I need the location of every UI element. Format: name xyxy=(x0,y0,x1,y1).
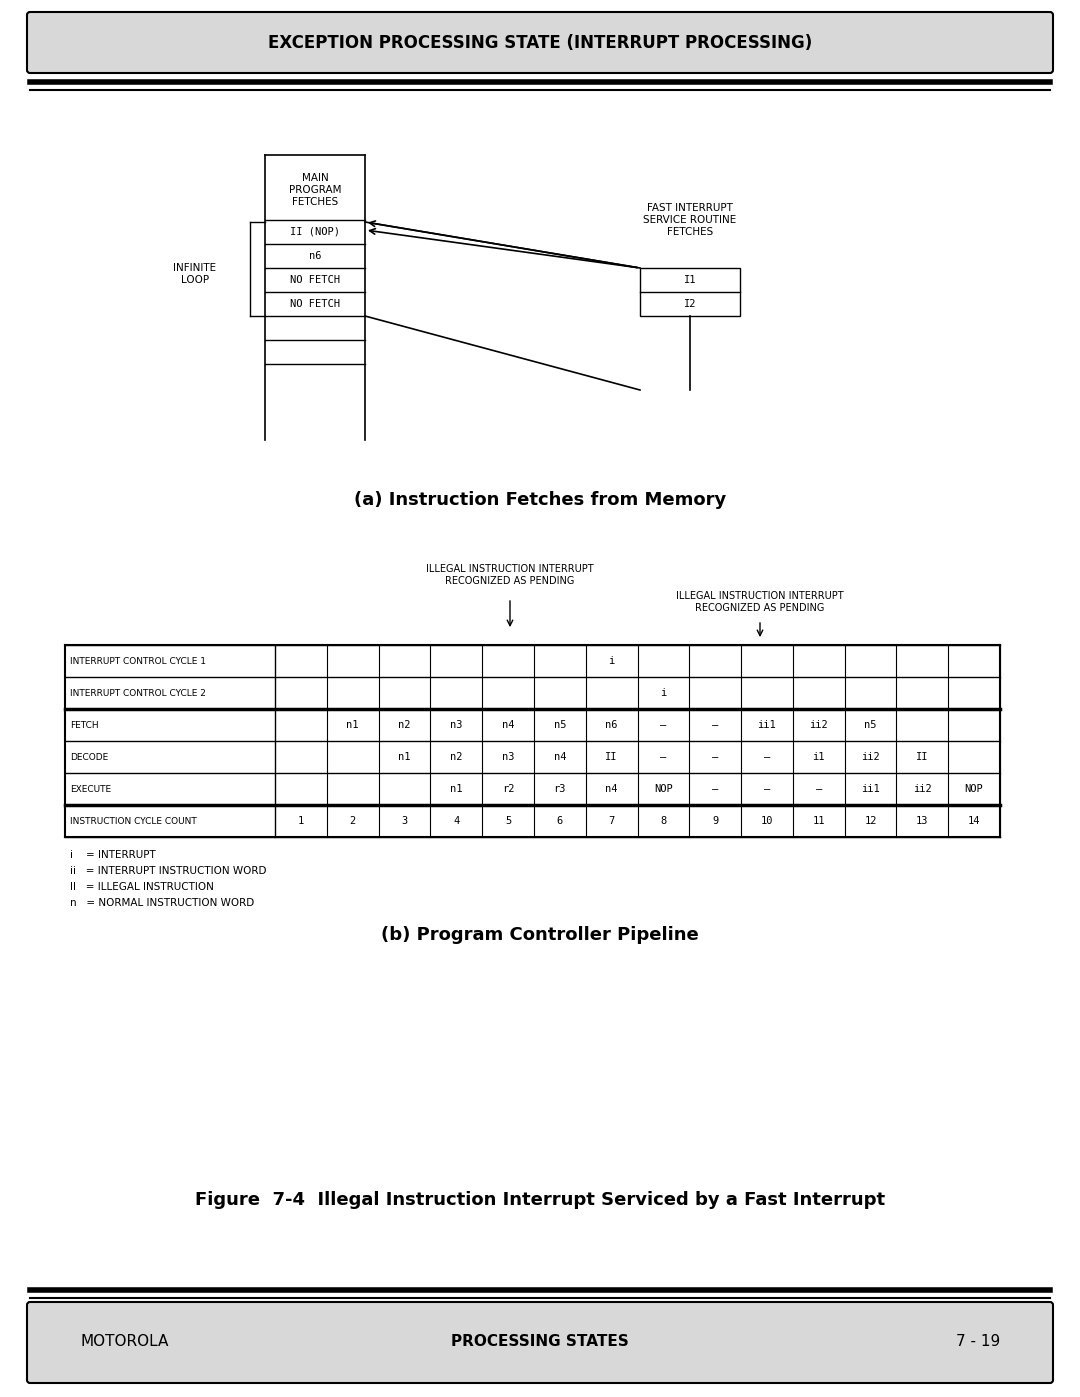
Text: 7: 7 xyxy=(608,816,615,826)
Text: 14: 14 xyxy=(968,816,981,826)
Text: n4: n4 xyxy=(502,719,514,731)
Text: 9: 9 xyxy=(712,816,718,826)
Text: 6: 6 xyxy=(556,816,563,826)
Text: INSTRUCTION CYCLE COUNT: INSTRUCTION CYCLE COUNT xyxy=(70,816,197,826)
Text: FETCH: FETCH xyxy=(70,721,98,729)
Text: —: — xyxy=(712,752,718,761)
Text: ii2: ii2 xyxy=(913,784,932,793)
Text: n3: n3 xyxy=(450,719,462,731)
Text: ii   = INTERRUPT INSTRUCTION WORD: ii = INTERRUPT INSTRUCTION WORD xyxy=(70,866,267,876)
Text: n2: n2 xyxy=(450,752,462,761)
Text: FAST INTERRUPT
SERVICE ROUTINE
FETCHES: FAST INTERRUPT SERVICE ROUTINE FETCHES xyxy=(644,204,737,236)
Text: i    = INTERRUPT: i = INTERRUPT xyxy=(70,849,156,861)
Text: I2: I2 xyxy=(684,299,697,309)
Text: ii2: ii2 xyxy=(809,719,828,731)
Text: 12: 12 xyxy=(864,816,877,826)
Text: i: i xyxy=(660,687,666,698)
Text: EXECUTE: EXECUTE xyxy=(70,785,111,793)
Text: INTERRUPT CONTROL CYCLE 1: INTERRUPT CONTROL CYCLE 1 xyxy=(70,657,206,665)
Text: 11: 11 xyxy=(812,816,825,826)
Text: DECODE: DECODE xyxy=(70,753,108,761)
Text: II (NOP): II (NOP) xyxy=(291,226,340,237)
Text: ii1: ii1 xyxy=(861,784,880,793)
Text: PROCESSING STATES: PROCESSING STATES xyxy=(451,1334,629,1350)
Text: EXCEPTION PROCESSING STATE (INTERRUPT PROCESSING): EXCEPTION PROCESSING STATE (INTERRUPT PR… xyxy=(268,34,812,52)
Text: MAIN
PROGRAM
FETCHES: MAIN PROGRAM FETCHES xyxy=(288,173,341,207)
Text: NOP: NOP xyxy=(654,784,673,793)
Text: Figure  7-4  Illegal Instruction Interrupt Serviced by a Fast Interrupt: Figure 7-4 Illegal Instruction Interrupt… xyxy=(194,1192,886,1208)
Text: n4: n4 xyxy=(554,752,566,761)
Text: 1: 1 xyxy=(298,816,303,826)
Text: —: — xyxy=(712,784,718,793)
Text: n2: n2 xyxy=(399,719,410,731)
Text: n1: n1 xyxy=(399,752,410,761)
Bar xyxy=(640,268,740,316)
Text: n5: n5 xyxy=(554,719,566,731)
Text: 3: 3 xyxy=(402,816,407,826)
Text: 7 - 19: 7 - 19 xyxy=(956,1334,1000,1350)
Text: —: — xyxy=(712,719,718,731)
Text: 5: 5 xyxy=(505,816,511,826)
Text: II   = ILLEGAL INSTRUCTION: II = ILLEGAL INSTRUCTION xyxy=(70,882,214,893)
Text: II: II xyxy=(916,752,929,761)
Text: n3: n3 xyxy=(502,752,514,761)
Text: 13: 13 xyxy=(916,816,929,826)
Text: n6: n6 xyxy=(309,251,321,261)
Text: ILLEGAL INSTRUCTION INTERRUPT
RECOGNIZED AS PENDING: ILLEGAL INSTRUCTION INTERRUPT RECOGNIZED… xyxy=(427,564,594,585)
Text: NOP: NOP xyxy=(964,784,984,793)
Text: i: i xyxy=(608,657,615,666)
FancyBboxPatch shape xyxy=(27,13,1053,73)
Text: 4: 4 xyxy=(454,816,459,826)
Text: n   = NORMAL INSTRUCTION WORD: n = NORMAL INSTRUCTION WORD xyxy=(70,898,254,908)
Text: INTERRUPT CONTROL CYCLE 2: INTERRUPT CONTROL CYCLE 2 xyxy=(70,689,206,697)
Text: r2: r2 xyxy=(502,784,514,793)
Text: n1: n1 xyxy=(450,784,462,793)
Text: —: — xyxy=(764,784,770,793)
Text: n1: n1 xyxy=(347,719,359,731)
Text: —: — xyxy=(764,752,770,761)
Text: 2: 2 xyxy=(350,816,355,826)
Text: ILLEGAL INSTRUCTION INTERRUPT
RECOGNIZED AS PENDING: ILLEGAL INSTRUCTION INTERRUPT RECOGNIZED… xyxy=(676,591,843,613)
Text: ii2: ii2 xyxy=(861,752,880,761)
Text: NO FETCH: NO FETCH xyxy=(291,275,340,285)
Text: (b) Program Controller Pipeline: (b) Program Controller Pipeline xyxy=(381,926,699,944)
Text: —: — xyxy=(660,752,666,761)
Text: n6: n6 xyxy=(606,719,618,731)
Text: ii1: ii1 xyxy=(757,719,777,731)
Text: n5: n5 xyxy=(864,719,877,731)
Text: II: II xyxy=(606,752,618,761)
Text: NO FETCH: NO FETCH xyxy=(291,299,340,309)
Text: INFINITE
LOOP: INFINITE LOOP xyxy=(174,263,217,285)
Text: (a) Instruction Fetches from Memory: (a) Instruction Fetches from Memory xyxy=(354,490,726,509)
Text: r3: r3 xyxy=(554,784,566,793)
Text: —: — xyxy=(660,719,666,731)
FancyBboxPatch shape xyxy=(27,1302,1053,1383)
Text: i1: i1 xyxy=(812,752,825,761)
Text: —: — xyxy=(815,784,822,793)
Text: I1: I1 xyxy=(684,275,697,285)
Text: n4: n4 xyxy=(606,784,618,793)
Text: MOTOROLA: MOTOROLA xyxy=(80,1334,168,1350)
Text: 10: 10 xyxy=(760,816,773,826)
Text: 8: 8 xyxy=(660,816,666,826)
